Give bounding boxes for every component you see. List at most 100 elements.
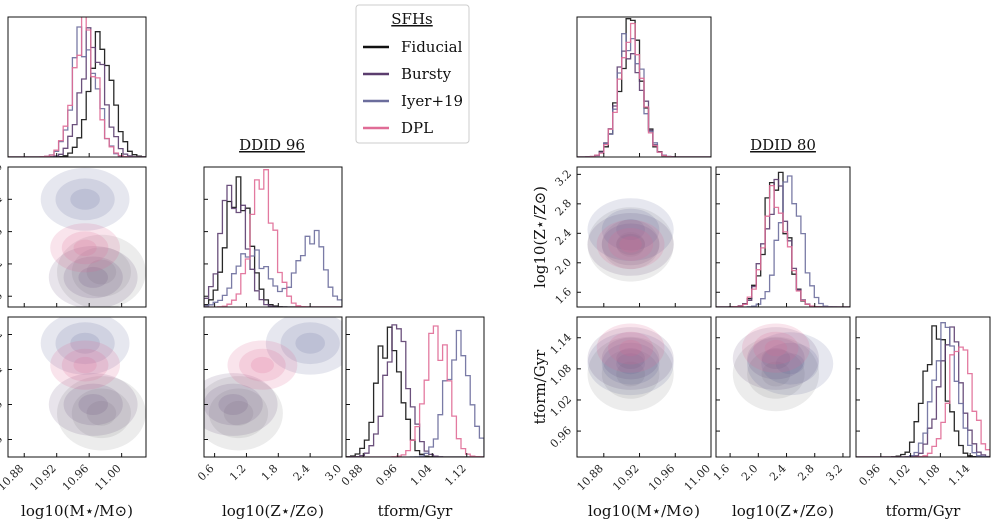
contour-bursty (732, 327, 820, 390)
contour-fiducial (761, 361, 791, 387)
x-tick-label: 2.4 (767, 462, 789, 484)
y-tick-label: 3.0 (0, 160, 5, 182)
x-tick-label: 10.88 (0, 462, 26, 493)
panel-content (587, 198, 674, 282)
contour-bursty (601, 223, 660, 266)
x-axis-label-metallicity: log10(Z⋆/Z⊙) (222, 502, 324, 520)
hist-iyer19 (204, 229, 342, 307)
contour-dpl (608, 228, 654, 261)
contour-bursty (48, 246, 138, 307)
x-axis-label-mass: log10(M⋆/M⊙) (21, 502, 133, 520)
panel-frame (203, 316, 343, 458)
y-tick-label: 2.8 (553, 197, 575, 219)
x-tick-label: 10.88 (574, 462, 605, 493)
y-tick-label: 0.6 (0, 289, 5, 311)
y-tick-label: 1.8 (0, 225, 5, 247)
legend-label-bursty: Bursty (401, 65, 452, 83)
contour-fiducial (57, 376, 146, 451)
contour-fiducial (587, 207, 674, 282)
contour-iyer19 (265, 317, 342, 375)
contour-bursty (616, 233, 645, 255)
contour-bursty (587, 213, 674, 276)
x-tick-label: 10.96 (60, 462, 91, 493)
panel-frame (7, 16, 147, 158)
panel-content (346, 324, 484, 457)
panel-r2-c0: 10.88 10.92 10.96 11.00 0.96 1.02 1.08 1.14 (548, 316, 713, 493)
contour-fiducial (601, 349, 660, 399)
contour-bursty (48, 373, 138, 436)
hist-dpl (856, 346, 990, 457)
contour-dpl (753, 331, 799, 365)
contour-dpl (61, 231, 109, 265)
contour-dpl (61, 348, 109, 382)
contour-iyer19 (70, 188, 100, 210)
panel-frame (715, 166, 851, 308)
y-tick-label: 1.04 (0, 362, 5, 389)
panel-frame (7, 166, 147, 308)
panel-content (40, 167, 146, 307)
contour-fiducial (616, 232, 645, 257)
contour-iyer19 (55, 178, 115, 221)
hist-fiducial (204, 176, 342, 307)
panel-r2-c0: 10.88 10.92 10.96 11.00 0.88 0.96 1.04 1.12 (0, 316, 147, 493)
x-axis-label-tform: tform/Gyr (378, 502, 454, 520)
hist-bursty (346, 324, 484, 457)
contour-bursty (601, 337, 660, 380)
contour-iyer19 (601, 208, 660, 251)
contour-dpl (619, 236, 642, 253)
contour-iyer19 (55, 322, 115, 365)
contour-iyer19 (280, 322, 340, 365)
panel-content (204, 317, 342, 451)
contour-fiducial (204, 376, 283, 451)
hist-iyer19 (856, 322, 990, 457)
legend-title: SFHs (391, 10, 432, 28)
legend-label-fiducial: Fiducial (401, 38, 463, 56)
contour-fiducial (732, 336, 820, 412)
contour-iyer19 (616, 353, 645, 375)
y-tick-label: 1.14 (548, 331, 575, 358)
contour-fiducial (747, 349, 805, 399)
panels-layer: 0.6 1.2 1.8 2.4 3.0 10.88 10.92 10.96 11.000.880… (0, 16, 991, 520)
x-tick-label: 10.92 (27, 462, 58, 493)
x-tick-label: 1.2 (227, 462, 249, 484)
x-tick-label: 1.08 (916, 462, 943, 489)
contour-iyer19 (587, 332, 674, 396)
contour-iyer19 (616, 219, 645, 241)
panel-content (204, 169, 342, 307)
title-ddid80: DDID 80 (750, 136, 816, 154)
contour-fiducial (616, 361, 645, 387)
hist-bursty (856, 326, 990, 457)
hist-iyer19 (346, 329, 484, 457)
contour-iyer19 (40, 167, 130, 231)
panel-r1-c1 (203, 166, 343, 308)
panel-frame (203, 166, 343, 308)
hist-iyer19 (716, 175, 850, 307)
panel-frame (576, 16, 712, 158)
contour-bursty (78, 394, 108, 415)
contour-bursty (63, 256, 123, 299)
contour-dpl (596, 219, 665, 269)
y-tick-label: 3.2 (553, 167, 575, 189)
title-ddid96: DDID 96 (239, 136, 305, 154)
panel-frame (576, 316, 712, 458)
contour-dpl (73, 239, 97, 256)
x-axis-label-tform: tform/Gyr (886, 502, 962, 520)
x-tick-label: 0.6 (195, 462, 217, 484)
contour-fiducial (601, 219, 660, 270)
x-axis-label-metallicity: log10(Z⋆/Z⊙) (732, 502, 834, 520)
y-axis-label-metallicity: log10(Z⋆/Z⊙) (531, 186, 549, 288)
contour-iyer19 (601, 342, 660, 385)
contour-fiducial (587, 336, 674, 412)
y-tick-label: 1.02 (548, 393, 575, 420)
x-tick-label: 0.96 (373, 462, 400, 489)
hist-fiducial (8, 31, 146, 157)
contour-bursty (616, 348, 645, 369)
panel-frame (715, 316, 851, 458)
panel-content (40, 317, 146, 451)
y-tick-label: 1.2 (0, 257, 5, 279)
x-tick-label: 1.12 (442, 462, 469, 489)
legend-frame (355, 4, 470, 144)
contour-dpl (596, 323, 665, 373)
y-tick-label: 0.96 (548, 424, 575, 451)
contour-bursty (747, 337, 805, 380)
